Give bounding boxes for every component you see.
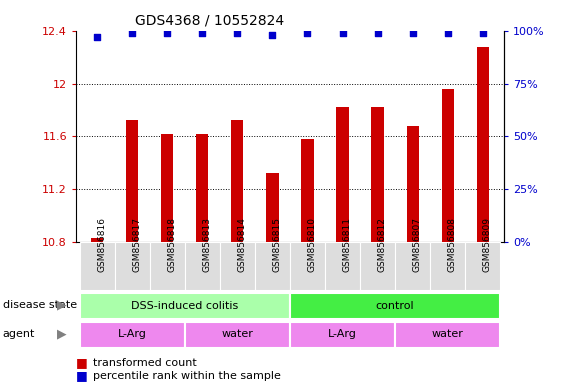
Text: GSM856809: GSM856809 xyxy=(483,217,492,272)
Bar xyxy=(185,322,290,348)
Bar xyxy=(406,126,419,242)
Text: GDS4368 / 10552824: GDS4368 / 10552824 xyxy=(135,13,284,27)
Text: GSM856814: GSM856814 xyxy=(238,217,247,272)
Bar xyxy=(395,242,430,290)
Text: GSM856816: GSM856816 xyxy=(97,217,106,272)
Bar xyxy=(266,173,279,242)
Text: control: control xyxy=(376,301,414,311)
Text: GSM856812: GSM856812 xyxy=(378,217,387,272)
Bar xyxy=(79,322,185,348)
Text: GSM856807: GSM856807 xyxy=(413,217,422,272)
Bar xyxy=(430,242,465,290)
Bar xyxy=(115,242,150,290)
Text: percentile rank within the sample: percentile rank within the sample xyxy=(93,371,281,381)
Text: ■: ■ xyxy=(76,356,88,369)
Point xyxy=(233,30,242,36)
Bar xyxy=(465,242,501,290)
Text: GSM856817: GSM856817 xyxy=(132,217,141,272)
Bar xyxy=(231,121,243,242)
Bar xyxy=(360,242,395,290)
Bar xyxy=(255,242,290,290)
Bar xyxy=(150,242,185,290)
Bar xyxy=(290,293,501,319)
Bar xyxy=(337,107,348,242)
Bar xyxy=(220,242,255,290)
Text: transformed count: transformed count xyxy=(93,358,196,368)
Point xyxy=(373,30,382,36)
Bar xyxy=(161,134,173,242)
Point xyxy=(128,30,137,36)
Point xyxy=(479,30,488,36)
Point xyxy=(443,30,452,36)
Text: agent: agent xyxy=(3,329,35,339)
Text: GSM856813: GSM856813 xyxy=(202,217,211,272)
Text: L-Arg: L-Arg xyxy=(118,329,146,339)
Bar xyxy=(395,322,501,348)
Bar xyxy=(290,322,395,348)
Text: water: water xyxy=(432,329,464,339)
Text: ▶: ▶ xyxy=(57,299,66,312)
Bar xyxy=(441,89,454,242)
Text: GSM856811: GSM856811 xyxy=(342,217,351,272)
Text: L-Arg: L-Arg xyxy=(328,329,357,339)
Bar xyxy=(477,46,489,242)
Text: ■: ■ xyxy=(76,369,88,382)
Point xyxy=(303,30,312,36)
Bar xyxy=(185,242,220,290)
Bar xyxy=(126,121,138,242)
Bar xyxy=(325,242,360,290)
Text: ▶: ▶ xyxy=(57,328,66,341)
Bar xyxy=(372,107,384,242)
Text: GSM856808: GSM856808 xyxy=(448,217,457,272)
Bar xyxy=(91,238,103,242)
Text: disease state: disease state xyxy=(3,300,77,310)
Text: GSM856815: GSM856815 xyxy=(272,217,282,272)
Text: GSM856818: GSM856818 xyxy=(167,217,176,272)
Text: GSM856810: GSM856810 xyxy=(307,217,316,272)
Point xyxy=(163,30,172,36)
Bar xyxy=(196,134,208,242)
Point xyxy=(268,32,277,38)
Bar xyxy=(301,139,314,242)
Bar xyxy=(79,242,115,290)
Point xyxy=(338,30,347,36)
Bar xyxy=(79,293,290,319)
Point xyxy=(92,34,101,40)
Text: water: water xyxy=(221,329,253,339)
Point xyxy=(408,30,417,36)
Point xyxy=(198,30,207,36)
Text: DSS-induced colitis: DSS-induced colitis xyxy=(131,301,238,311)
Bar xyxy=(290,242,325,290)
